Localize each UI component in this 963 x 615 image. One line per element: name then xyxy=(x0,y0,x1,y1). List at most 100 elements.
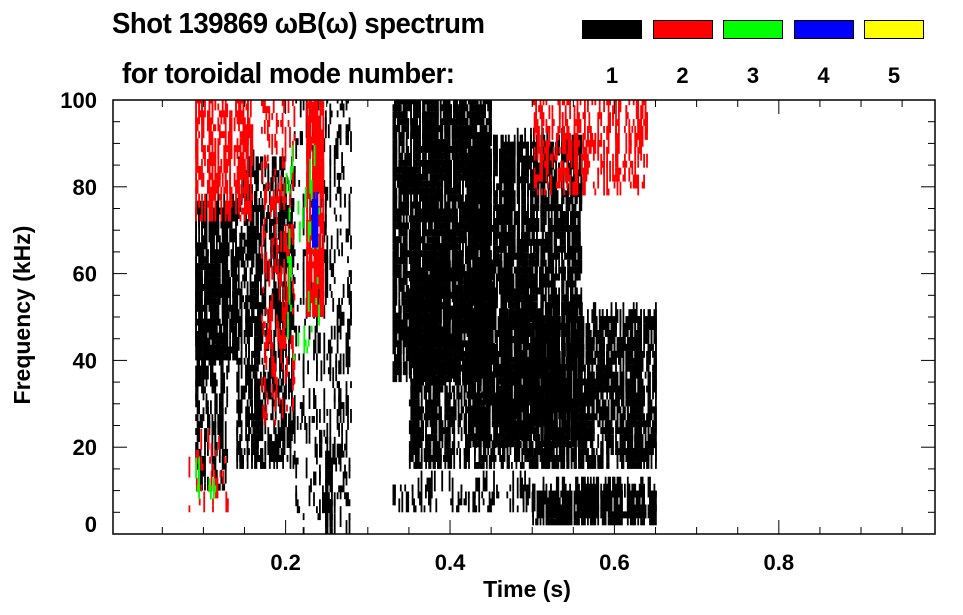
spectrum-cell-mode-1 xyxy=(419,323,422,330)
spectrum-cell-mode-1 xyxy=(235,221,237,229)
spectrum-cell-mode-1 xyxy=(402,159,405,167)
spectrum-cell-mode-1 xyxy=(339,353,342,375)
spectrum-cell-mode-1 xyxy=(210,263,212,271)
spectrum-cell-mode-1 xyxy=(339,172,342,180)
spectrum-cell-mode-1 xyxy=(333,457,336,465)
spectrum-cell-mode-1 xyxy=(230,249,233,257)
spectrum-cell-mode-1 xyxy=(398,257,401,264)
spectrum-cell-mode-1 xyxy=(277,337,280,351)
spectrum-cell-mode-1 xyxy=(308,388,311,409)
spectrum-cell-mode-1 xyxy=(207,476,209,491)
spectrum-cell-mode-1 xyxy=(434,343,436,351)
spectrum-cell-mode-1 xyxy=(227,270,230,277)
spectrum-cell-mode-1 xyxy=(273,343,276,351)
spectrum-cell-mode-1 xyxy=(304,249,306,257)
spectrum-cell-mode-1 xyxy=(224,325,227,333)
spectrum-cell-mode-1 xyxy=(202,318,205,340)
spectrum-cell-mode-1 xyxy=(308,436,311,444)
spectrum-cell-mode-1 xyxy=(239,357,242,365)
spectrum-cell-mode-1 xyxy=(395,208,398,216)
spectrum-cell-mode-1 xyxy=(484,104,486,119)
spectrum-cell-mode-1 xyxy=(320,436,323,458)
spectrum-cell-mode-1 xyxy=(319,471,321,479)
spectrum-cell-mode-1 xyxy=(248,330,250,351)
spectrum-cell-mode-1 xyxy=(255,225,258,233)
spectrum-cell-mode-1 xyxy=(246,357,249,372)
spectrum-cell-mode-1 xyxy=(217,414,220,429)
spectrum-cell-mode-1 xyxy=(399,347,402,362)
spectrum-cell-mode-1 xyxy=(398,340,401,355)
spectrum-cell-mode-1 xyxy=(254,413,256,421)
spectrum-cell-mode-1 xyxy=(399,104,402,112)
spectrum-cell-mode-1 xyxy=(416,194,418,209)
spectrum-cell-mode-1 xyxy=(405,125,408,133)
spectrum-cell-mode-1 xyxy=(330,263,333,278)
spectrum-cell-mode-1 xyxy=(213,297,215,312)
spectrum-cell-mode-1 xyxy=(248,378,250,400)
spectrum-cell-mode-1 xyxy=(395,139,398,146)
spectrum-cell-mode-1 xyxy=(218,393,221,415)
spectrum-cell-mode-1 xyxy=(204,428,206,442)
spectrum-cell-mode-1 xyxy=(248,448,250,455)
spectrum-cell-mode-1 xyxy=(316,353,318,375)
spectrum-cell-mode-1 xyxy=(270,239,273,254)
spectrum-cell-mode-1 xyxy=(260,337,262,351)
spectrum-cell-mode-1 xyxy=(311,416,314,423)
spectrum-cell-mode-1 xyxy=(402,180,405,195)
spectrum-cell-mode-1 xyxy=(405,271,408,285)
spectrum-cell-mode-1 xyxy=(350,311,352,319)
spectrum-cell-mode-1 xyxy=(207,365,209,380)
spectrum-cell-mode-1 xyxy=(282,288,284,310)
spectrum-cell-mode-1 xyxy=(235,263,237,278)
spectrum-cell-mode-1 xyxy=(254,323,256,330)
spectrum-cell-mode-1 xyxy=(233,263,236,278)
spectrum-cell-mode-1 xyxy=(240,434,243,442)
spectrum-cell-mode-1 xyxy=(198,339,200,354)
spectrum-cell-mode-1 xyxy=(341,297,343,305)
spectrum-cell-mode-1 xyxy=(299,131,302,146)
spectrum-cell-mode-1 xyxy=(254,316,256,323)
spectrum-cell-mode-1 xyxy=(224,421,227,442)
spectrum-cell-mode-1 xyxy=(405,368,408,376)
spectrum-cell-mode-1 xyxy=(457,330,460,344)
spectrum-cell-mode-1 xyxy=(201,214,203,229)
spectrum-cell-mode-1 xyxy=(208,228,211,243)
legend-label-mode-1: 1 xyxy=(605,63,619,88)
spectrum-cell-mode-1 xyxy=(407,173,410,181)
spectrum-cell-mode-1 xyxy=(440,448,442,455)
spectrum-cell-mode-1 xyxy=(314,436,317,451)
spectrum-cell-mode-1 xyxy=(261,420,264,442)
spectrum-cell-mode-1 xyxy=(232,318,234,333)
spectrum-cell-mode-1 xyxy=(329,110,332,125)
spectrum-cell-mode-1 xyxy=(323,249,326,257)
spectrum-cell-mode-1 xyxy=(262,205,265,219)
spectrum-cell-mode-1 xyxy=(198,235,200,243)
spectrum-cell-mode-1 xyxy=(279,156,281,171)
spectrum-cell-mode-1 xyxy=(408,229,411,251)
spectrum-cell-mode-1 xyxy=(416,180,418,195)
spectrum-cell-mode-1 xyxy=(314,395,317,409)
spectrum-cell-mode-1 xyxy=(405,361,408,369)
spectrum-cell-mode-1 xyxy=(345,124,348,139)
spectrum-cell-mode-1 xyxy=(255,177,258,199)
spectrum-cell-mode-1 xyxy=(338,381,340,402)
spectrum-cell-mode-1 xyxy=(448,295,451,303)
spectrum-cell-mode-1 xyxy=(457,441,460,448)
spectrum-cell-mode-1 xyxy=(398,194,401,202)
spectrum-cell-mode-1 xyxy=(414,236,417,258)
spectrum-cell-mode-1 xyxy=(207,346,209,354)
spectrum-cell-mode-1 xyxy=(299,100,302,118)
spectrum-cell-mode-1 xyxy=(345,228,348,243)
spectrum-cell-mode-1 xyxy=(402,201,405,216)
spectrum-cell-mode-1 xyxy=(347,395,349,416)
spectrum-cell-mode-1 xyxy=(344,464,346,479)
spectrum-cell-mode-1 xyxy=(267,371,270,386)
spectrum-cell-mode-1 xyxy=(302,360,305,382)
spectrum-cell-mode-1 xyxy=(289,302,292,323)
spectrum-cell-mode-1 xyxy=(339,450,342,465)
spectrum-cell-mode-1 xyxy=(283,434,286,449)
spectrum-cell-mode-1 xyxy=(271,170,274,185)
spectrum-cell-mode-1 xyxy=(410,187,412,202)
spectrum-cell-mode-1 xyxy=(233,228,236,243)
spectrum-cell-mode-1 xyxy=(398,298,401,306)
